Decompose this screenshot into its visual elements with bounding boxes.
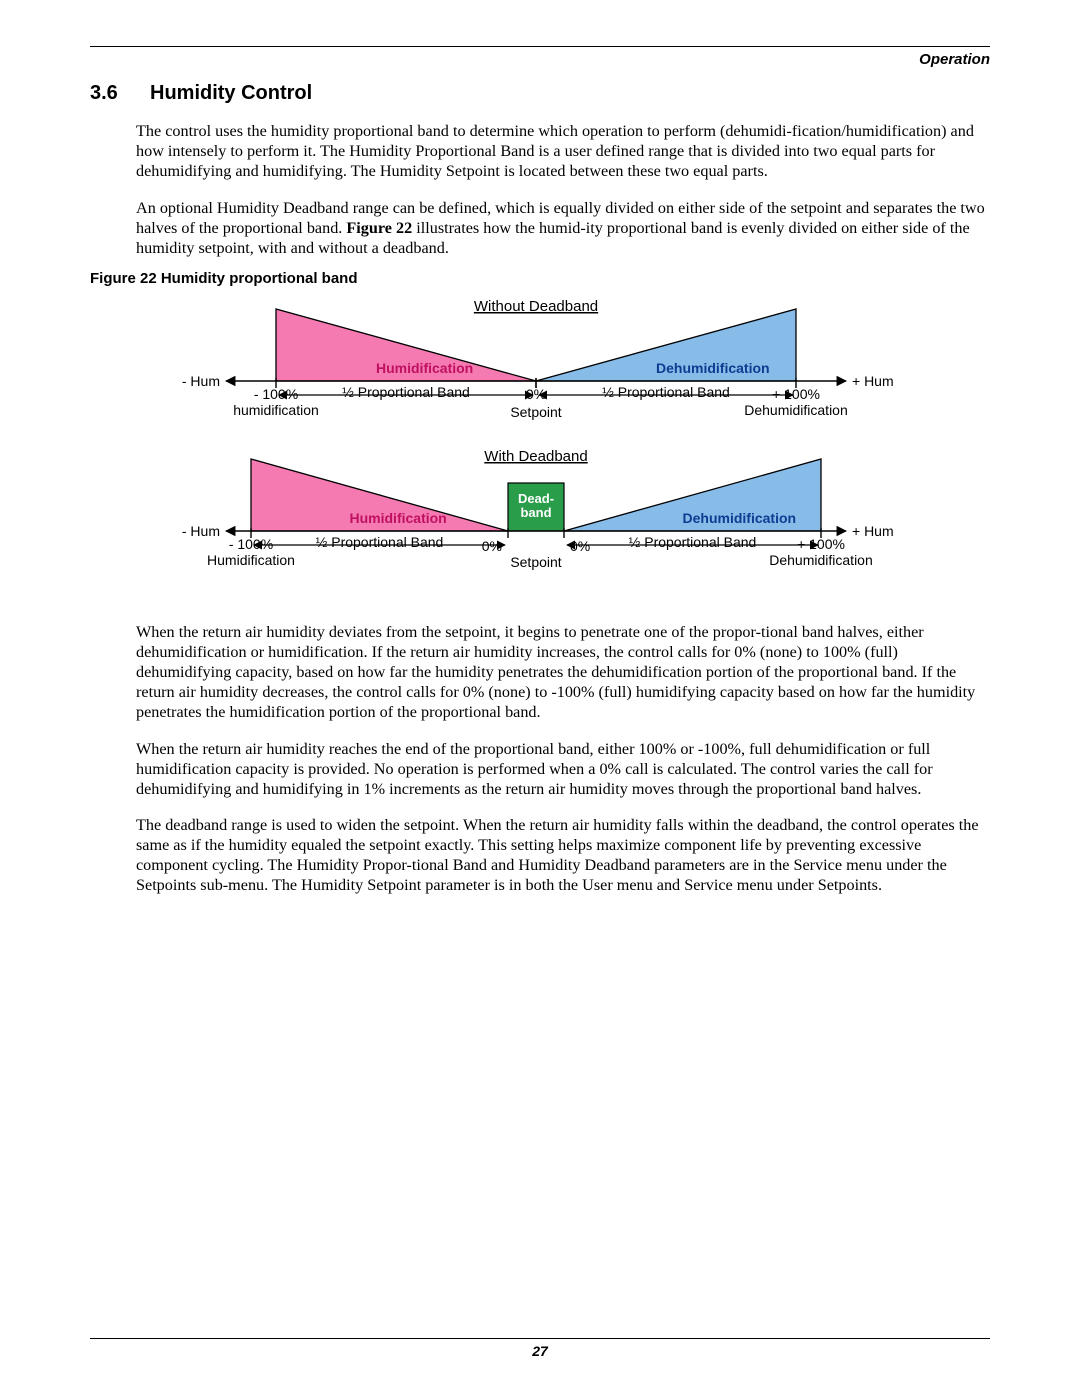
svg-text:Dehumidification: Dehumidification xyxy=(683,510,797,526)
svg-text:Dehumidification: Dehumidification xyxy=(656,360,770,376)
svg-text:+ 100%: + 100% xyxy=(797,536,845,552)
paragraph-4: When the return air humidity reaches the… xyxy=(136,739,990,799)
svg-text:½ Proportional Band: ½ Proportional Band xyxy=(629,534,757,550)
svg-text:- 100%: - 100% xyxy=(229,536,273,552)
svg-text:humidification: humidification xyxy=(233,402,319,418)
svg-text:Setpoint: Setpoint xyxy=(510,404,561,420)
svg-text:+ Hum: + Hum xyxy=(852,523,894,539)
footer-rule xyxy=(90,1338,990,1339)
page-number: 27 xyxy=(90,1343,990,1359)
page: Operation 3.6 Humidity Control The contr… xyxy=(0,0,1080,1397)
svg-text:Humidification: Humidification xyxy=(207,552,295,568)
paragraph-3: When the return air humidity deviates fr… xyxy=(136,622,990,722)
svg-text:Humidification: Humidification xyxy=(376,360,473,376)
svg-text:Setpoint: Setpoint xyxy=(510,554,561,570)
svg-text:+ Hum: + Hum xyxy=(852,373,894,389)
paragraph-5: The deadband range is used to widen the … xyxy=(136,815,990,895)
figure-caption: Figure 22 Humidity proportional band xyxy=(90,270,990,287)
svg-text:+ 100%: + 100% xyxy=(772,386,820,402)
svg-text:With Deadband: With Deadband xyxy=(484,448,587,465)
svg-text:½ Proportional Band: ½ Proportional Band xyxy=(342,384,470,400)
svg-text:½ Proportional Band: ½ Proportional Band xyxy=(602,384,730,400)
svg-text:½ Proportional Band: ½ Proportional Band xyxy=(316,534,444,550)
paragraph-1: The control uses the humidity proportion… xyxy=(136,121,990,181)
humidity-band-svg: Without Deadband Humidification Dehumidifi… xyxy=(136,291,996,601)
svg-text:Without Deadband: Without Deadband xyxy=(474,298,598,315)
section-heading: 3.6 Humidity Control xyxy=(90,82,990,105)
header-rule xyxy=(90,46,990,47)
section-number: 3.6 xyxy=(90,82,150,105)
svg-text:Dehumidification: Dehumidification xyxy=(769,552,873,568)
svg-text:Dead-: Dead- xyxy=(518,491,554,506)
svg-text:Humidification: Humidification xyxy=(350,510,447,526)
svg-text:0%: 0% xyxy=(482,538,502,554)
svg-text:Dehumidification: Dehumidification xyxy=(744,402,848,418)
chapter-label: Operation xyxy=(90,51,990,68)
svg-text:- 100%: - 100% xyxy=(254,386,298,402)
diagram-humidity-band: Without Deadband Humidification Dehumidifi… xyxy=(136,291,990,606)
footer: 27 xyxy=(90,1338,990,1359)
section-title: Humidity Control xyxy=(150,82,312,105)
svg-text:0%: 0% xyxy=(570,538,590,554)
svg-text:- Hum: - Hum xyxy=(182,373,220,389)
figure-ref: Figure 22 xyxy=(346,219,412,237)
paragraph-2: An optional Humidity Deadband range can … xyxy=(136,198,990,258)
svg-text:0%: 0% xyxy=(526,386,546,402)
svg-text:band: band xyxy=(520,505,551,520)
svg-text:- Hum: - Hum xyxy=(182,523,220,539)
